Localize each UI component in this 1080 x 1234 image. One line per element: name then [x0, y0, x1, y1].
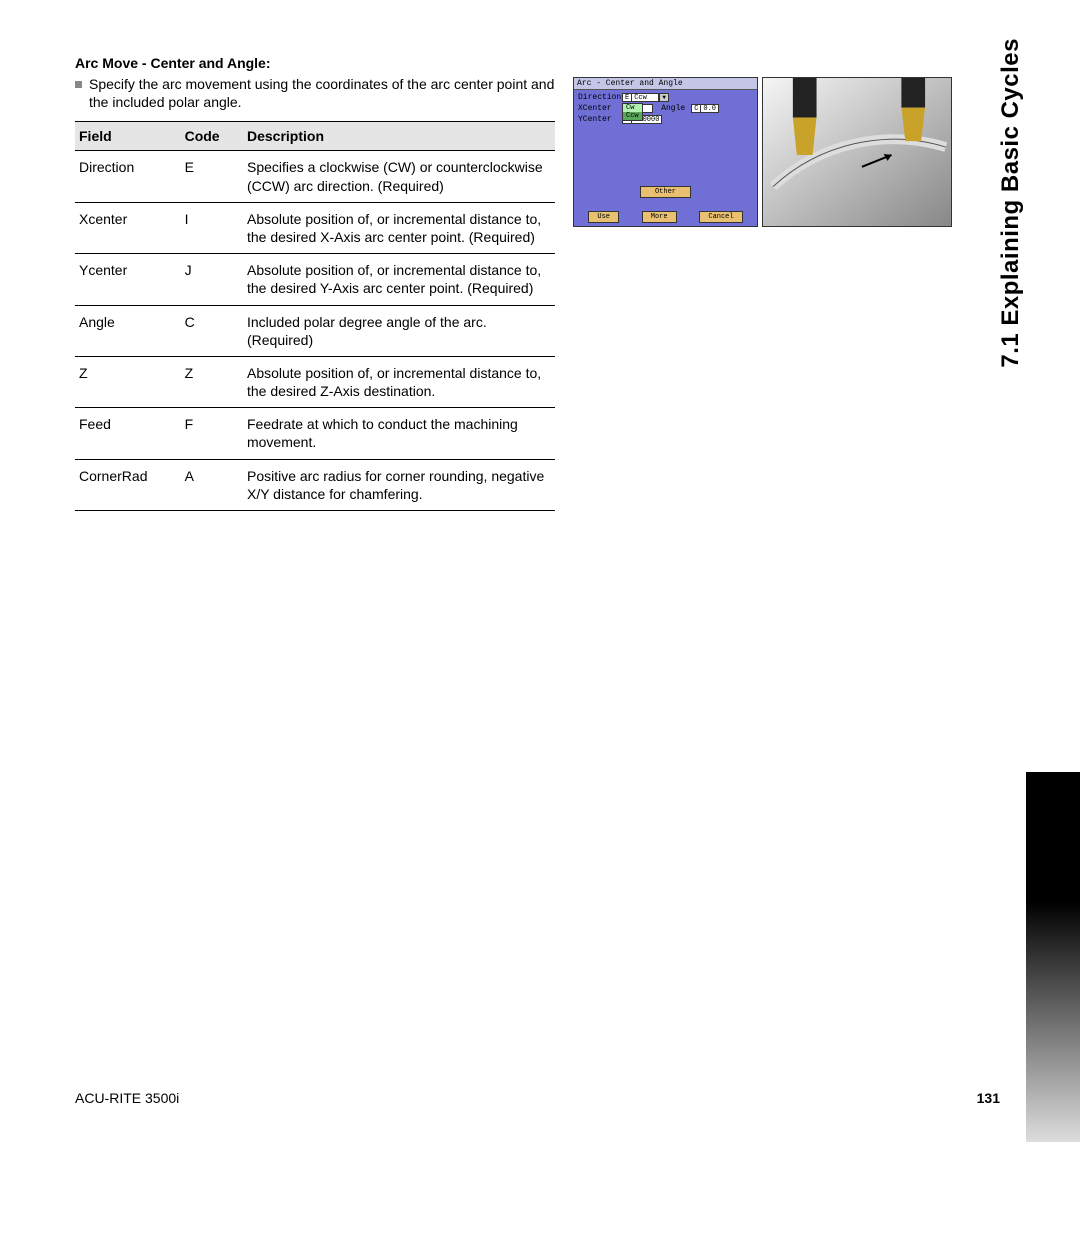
dialog-arc-center-angle: Arc - Center and Angle Direction E Ccw ▼…: [573, 77, 758, 227]
th-desc: Description: [243, 122, 555, 151]
dialog-title: Arc - Center and Angle: [574, 78, 757, 90]
cell-desc: Specifies a clockwise (CW) or counterclo…: [243, 151, 555, 202]
footer-page: 131: [977, 1090, 1000, 1106]
section-tab-label: 7.1 Explaining Basic Cycles: [997, 38, 1025, 368]
table-row: Direction E Specifies a clockwise (CW) o…: [75, 151, 555, 202]
label-xcenter: XCenter: [578, 104, 622, 113]
dd-option-ccw[interactable]: Ccw: [623, 112, 642, 120]
cell-field: Z: [75, 356, 181, 407]
chevron-down-icon[interactable]: ▼: [659, 93, 669, 102]
other-button[interactable]: Other: [640, 186, 691, 198]
cell-code: I: [181, 202, 243, 253]
cell-desc: Absolute position of, or incremental dis…: [243, 356, 555, 407]
table-row: Xcenter I Absolute position of, or incre…: [75, 202, 555, 253]
code-direction: E: [622, 93, 631, 102]
cell-code: J: [181, 254, 243, 305]
th-code: Code: [181, 122, 243, 151]
cell-desc: Absolute position of, or incremental dis…: [243, 254, 555, 305]
cell-field: Xcenter: [75, 202, 181, 253]
parameter-table: Field Code Description Direction E Speci…: [75, 121, 555, 511]
table-row: CornerRad A Positive arc radius for corn…: [75, 459, 555, 510]
cell-desc: Absolute position of, or incremental dis…: [243, 202, 555, 253]
table-row: Z Z Absolute position of, or incremental…: [75, 356, 555, 407]
value-angle[interactable]: 0.0: [700, 104, 719, 113]
label-direction: Direction: [578, 93, 622, 102]
cell-field: CornerRad: [75, 459, 181, 510]
th-field: Field: [75, 122, 181, 151]
table-row: Angle C Included polar degree angle of t…: [75, 305, 555, 356]
intro-body: Specify the arc movement using the coord…: [89, 76, 554, 110]
use-button[interactable]: Use: [588, 211, 619, 223]
intro-text: Specify the arc movement using the coord…: [75, 75, 555, 111]
label-ycenter: YCenter: [578, 115, 622, 124]
cell-desc: Positive arc radius for corner rounding,…: [243, 459, 555, 510]
cancel-button[interactable]: Cancel: [699, 211, 742, 223]
section-heading: Arc Move - Center and Angle:: [75, 55, 555, 71]
cell-code: C: [181, 305, 243, 356]
more-button[interactable]: More: [642, 211, 677, 223]
side-gradient: [1026, 772, 1080, 1142]
table-row: Feed F Feedrate at which to conduct the …: [75, 408, 555, 459]
label-angle: Angle: [661, 104, 691, 113]
cell-code: F: [181, 408, 243, 459]
direction-dropdown-list[interactable]: Cw Ccw: [622, 103, 643, 121]
value-direction[interactable]: Ccw: [631, 93, 659, 102]
dialog-form: Direction E Ccw ▼ Cw Ccw XCenter I Angle…: [574, 90, 757, 188]
cell-desc: Included polar degree angle of the arc. …: [243, 305, 555, 356]
footer-product: ACU-RITE 3500i: [75, 1090, 179, 1106]
bullet-icon: [75, 81, 82, 88]
cell-code: E: [181, 151, 243, 202]
tool-render-image: [762, 77, 952, 227]
cell-field: Direction: [75, 151, 181, 202]
dd-option-cw[interactable]: Cw: [623, 104, 642, 112]
cell-desc: Feedrate at which to conduct the machini…: [243, 408, 555, 459]
cell-code: A: [181, 459, 243, 510]
cell-field: Ycenter: [75, 254, 181, 305]
cell-code: Z: [181, 356, 243, 407]
table-row: Ycenter J Absolute position of, or incre…: [75, 254, 555, 305]
cell-field: Feed: [75, 408, 181, 459]
code-angle: C: [691, 104, 700, 113]
cell-field: Angle: [75, 305, 181, 356]
